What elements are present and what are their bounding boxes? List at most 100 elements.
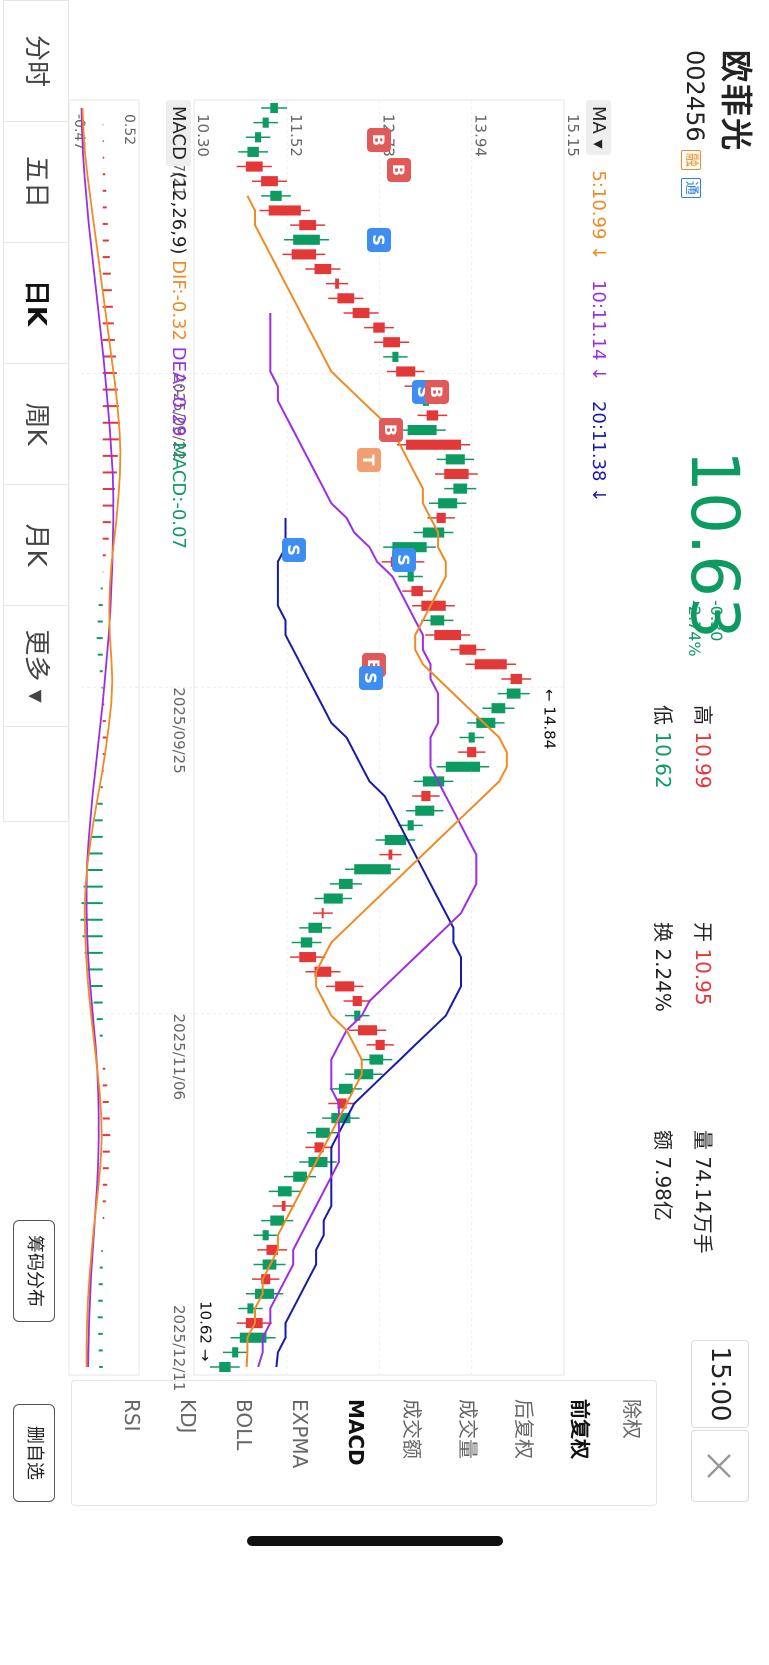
tab-1[interactable]: 五日 — [4, 122, 68, 243]
menu-item-9[interactable]: RSI — [120, 1399, 144, 1432]
tab-5[interactable]: 更多 ▾ — [4, 606, 68, 727]
candle-body — [245, 161, 263, 172]
candle-body — [261, 176, 278, 187]
candle-body — [407, 425, 437, 436]
close-button[interactable] — [691, 1430, 749, 1502]
home-indicator — [247, 1536, 503, 1546]
candle-body — [338, 878, 353, 889]
menu-item-6[interactable]: EXPMA — [288, 1399, 312, 1469]
tab-0[interactable]: 分时 — [4, 1, 68, 122]
candle-body — [354, 864, 391, 875]
candle-body — [369, 1054, 384, 1065]
trade-marker — [357, 448, 381, 472]
menu-item-5[interactable]: MACD — [344, 1399, 368, 1466]
trade-marker-label: S — [394, 554, 413, 566]
candle-body — [459, 644, 477, 655]
menu-item-1[interactable]: 前复权 — [568, 1399, 592, 1459]
candle-body — [293, 1171, 307, 1182]
trade-marker — [387, 158, 411, 182]
min-annotation: 10.62 → — [196, 1301, 214, 1361]
candle-body — [247, 1303, 254, 1314]
candle-body — [299, 952, 317, 963]
x-tick-label: 2025/09/25 — [170, 687, 188, 773]
candle-body — [293, 234, 320, 245]
chip-distribution-button[interactable]: 筹码分布 — [13, 1220, 55, 1322]
macd-value: MACD:-0.07 — [168, 442, 189, 549]
trade-marker — [367, 228, 391, 252]
candle-body — [321, 908, 324, 919]
candle-body — [421, 600, 446, 611]
candle-body — [337, 293, 355, 304]
x-tick-label: 2025/11/06 — [170, 1014, 188, 1100]
candle-body — [354, 1069, 374, 1080]
trade-marker-label: S — [369, 234, 388, 246]
y-tick-label: 13.94 — [472, 114, 490, 157]
candle-body — [352, 995, 362, 1007]
menu-item-0[interactable]: 除权 — [620, 1399, 644, 1439]
candle-body — [268, 205, 301, 216]
tab-2[interactable]: 日K — [4, 243, 68, 364]
candle-body — [384, 834, 407, 846]
candle-body — [383, 337, 400, 348]
y-tick-label: 10.30 — [194, 114, 212, 157]
menu-item-7[interactable]: BOLL — [232, 1399, 256, 1451]
menu-item-3[interactable]: 成交量 — [456, 1399, 480, 1459]
candle-body — [444, 468, 469, 480]
candle-body — [407, 820, 414, 831]
trade-marker-label: B — [369, 134, 388, 146]
candle-body — [335, 981, 355, 992]
candle-body — [430, 615, 445, 626]
candle-body — [262, 117, 269, 128]
candle-body — [375, 1039, 385, 1050]
candle-body — [426, 410, 439, 421]
trade-marker-label: B — [381, 424, 400, 436]
ma20-line — [275, 517, 462, 1368]
macd-legend: MACD (12,26,9) DIF:-0.32 DEA:-0.29 MACD:… — [166, 100, 191, 549]
max-annotation: ← 14.84 — [540, 689, 558, 749]
trade-marker-label: S — [361, 672, 380, 684]
candle-body — [436, 512, 446, 523]
remove-watchlist-button[interactable]: 删自选 — [13, 1404, 55, 1502]
trade-marker — [359, 666, 383, 690]
menu-item-4[interactable]: 成交额 — [400, 1399, 424, 1459]
candle-body — [266, 1244, 278, 1255]
candle-body — [270, 102, 278, 114]
candle-body — [358, 1025, 378, 1036]
candle-body — [262, 1230, 269, 1241]
trade-marker — [425, 380, 449, 404]
tab-4[interactable]: 月K — [4, 485, 68, 606]
x-tick-label: 2025/08/22 — [170, 374, 188, 460]
candle-body — [247, 146, 259, 157]
menu-item-2[interactable]: 后复权 — [512, 1399, 536, 1459]
candle-body — [335, 278, 339, 289]
macd-params: (12,26,9) — [168, 171, 189, 255]
trade-marker — [282, 538, 306, 562]
macd-y-tick-label: 0.52 — [121, 114, 137, 145]
menu-item-8[interactable]: KDJ — [176, 1399, 200, 1434]
candle-body — [415, 805, 435, 816]
tab-3[interactable]: 周K — [4, 364, 68, 485]
candle-body — [491, 703, 506, 714]
candle-body — [291, 249, 317, 260]
candle-body — [421, 790, 431, 802]
trade-marker-label: S — [284, 544, 303, 556]
candle-body — [281, 1200, 286, 1212]
candle-body — [445, 761, 481, 772]
period-tabs: 分时 五日 日K 周K 月K 更多 ▾ — [3, 0, 69, 822]
candle-body — [338, 1083, 353, 1094]
macd-label: MACD — [166, 100, 191, 166]
candle-body — [352, 307, 370, 319]
candle-body — [314, 966, 332, 977]
y-tick-label: 15.15 — [564, 114, 582, 157]
candle-body — [445, 454, 465, 465]
candle-body — [438, 498, 458, 509]
candle-body — [506, 688, 521, 699]
trade-marker-label: S — [414, 386, 433, 398]
dif-line — [81, 107, 122, 1367]
candle-body — [270, 1215, 285, 1226]
ma10-line — [257, 313, 478, 1368]
trade-marker-label: B — [389, 164, 408, 176]
candle-body — [467, 747, 477, 758]
candle-body — [453, 483, 468, 494]
